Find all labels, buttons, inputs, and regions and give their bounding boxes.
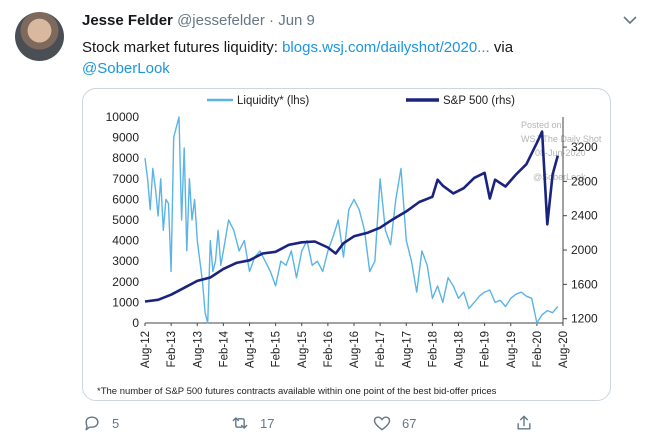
y-left-tick-label: 0: [132, 316, 139, 330]
tweet-date[interactable]: Jun 9: [278, 12, 315, 29]
sp500-line: [144, 130, 560, 303]
retweet-button[interactable]: 17: [230, 412, 274, 434]
y-left-tick-label: 1000: [112, 295, 139, 309]
y-left-tick-label: 10000: [106, 110, 140, 124]
x-tick-label: Feb-15: [271, 331, 283, 367]
sp500-series: [144, 130, 560, 303]
y-left-tick-label: 8000: [112, 151, 139, 165]
chart-card[interactable]: Liquidity* (lhs) S&P 500 (rhs) Posted on…: [82, 88, 611, 401]
share-button[interactable]: [514, 412, 544, 434]
x-tick-label: Feb-20: [532, 331, 544, 367]
y-left-tick-label: 5000: [112, 213, 139, 227]
watermark-line: WSJ The Daily Shot: [521, 134, 602, 144]
author-name[interactable]: Jesse Felder: [82, 12, 173, 29]
heart-icon: [373, 416, 391, 431]
separator: ·: [269, 12, 275, 29]
x-tick-label: Feb-14: [218, 330, 230, 367]
reply-icon: [85, 416, 99, 431]
y-left-tick-label: 2000: [112, 275, 139, 289]
liquidity-line: [144, 116, 559, 324]
x-tick-label: Feb-18: [427, 331, 439, 367]
tweet-text-mid: via: [489, 39, 514, 56]
y-right-tick-label: 1600: [571, 277, 598, 291]
tweet-actions: 5 17 67: [82, 412, 622, 434]
watermark-line: @SoberLook: [533, 172, 586, 182]
mention-link[interactable]: @SoberLook: [82, 60, 170, 77]
reply-count: 5: [112, 415, 120, 431]
reply-button[interactable]: 5: [82, 412, 119, 434]
legend-sp500-label: S&P 500 (rhs): [443, 95, 515, 107]
x-tick-label: Aug-19: [506, 331, 518, 368]
author-handle[interactable]: @jessefelder: [177, 12, 265, 29]
x-tick-label: Feb-13: [166, 331, 178, 367]
tweet-header: Jesse Felder @jessefelder · Jun 9: [82, 12, 315, 29]
y-left-tick-label: 3000: [112, 254, 139, 268]
chart-legend: Liquidity* (lhs) S&P 500 (rhs): [207, 95, 515, 107]
x-tick-label: Aug-12: [140, 331, 152, 368]
like-button[interactable]: 67: [372, 412, 416, 434]
share-icon: [517, 415, 531, 430]
chart-watermark: Posted on WSJ The Daily Shot 08-Jun-2020…: [521, 120, 602, 182]
y-left-tick-label: 7000: [112, 172, 139, 186]
chevron-down-icon[interactable]: [622, 13, 638, 27]
x-tick-label: Aug-17: [401, 331, 413, 368]
watermark-line: Posted on: [521, 120, 562, 130]
x-tick-label: Feb-17: [375, 331, 387, 367]
chart: Liquidity* (lhs) S&P 500 (rhs) Posted on…: [97, 95, 602, 397]
retweet-count: 17: [260, 415, 275, 431]
x-tick-label: Feb-16: [323, 331, 335, 367]
x-tick-label: Aug-18: [454, 331, 466, 368]
like-count: 67: [402, 415, 417, 431]
x-tick-label: Aug-16: [349, 331, 361, 368]
y-right-tick-label: 2400: [571, 209, 598, 223]
y-right-tick-label: 3200: [571, 140, 598, 154]
tweet-link[interactable]: blogs.wsj.com/dailyshot/2020...: [282, 39, 490, 56]
y-left-tick-label: 9000: [112, 131, 139, 145]
y-right-tick-label: 2800: [571, 174, 598, 188]
legend-liquidity-label: Liquidity* (lhs): [237, 95, 309, 107]
retweet-icon: [232, 417, 248, 429]
chart-axes: 1000090008000700060005000400030002000100…: [106, 110, 598, 368]
watermark-line: 08-Jun-2020: [535, 148, 586, 158]
tweet-text: Stock market futures liquidity: blogs.ws…: [82, 37, 622, 79]
x-tick-label: Aug-14: [245, 330, 257, 368]
x-tick-label: Aug-13: [192, 331, 204, 368]
x-tick-label: Aug-15: [297, 331, 309, 368]
chart-footnote: *The number of S&P 500 futures contracts…: [97, 386, 497, 397]
avatar[interactable]: [15, 12, 64, 61]
y-left-tick-label: 4000: [112, 234, 139, 248]
tweet-text-prefix: Stock market futures liquidity:: [82, 39, 283, 56]
x-tick-label: Aug-20: [558, 331, 570, 368]
y-right-tick-label: 1200: [571, 312, 598, 326]
liquidity-series: [144, 116, 559, 324]
y-right-tick-label: 2000: [571, 243, 598, 257]
y-left-tick-label: 6000: [112, 192, 139, 206]
x-tick-label: Feb-19: [480, 331, 492, 367]
